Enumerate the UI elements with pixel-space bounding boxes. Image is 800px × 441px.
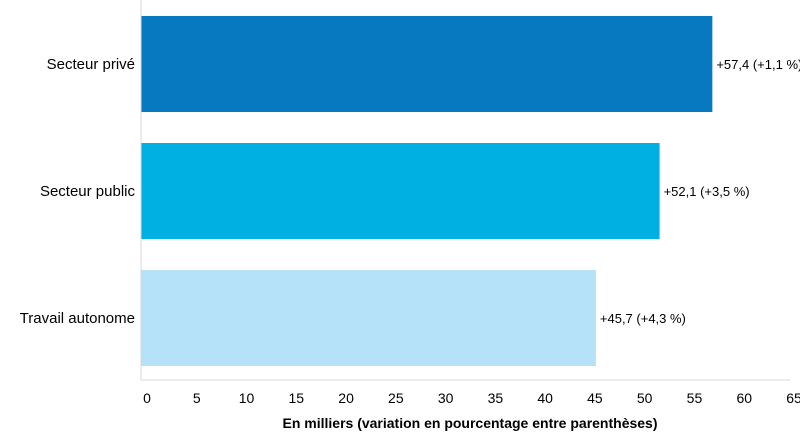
category-label: Travail autonome bbox=[20, 310, 135, 327]
x-tick-label: 60 bbox=[736, 390, 752, 406]
x-tick-label: 50 bbox=[637, 390, 653, 406]
category-label: Secteur public bbox=[40, 183, 136, 200]
x-tick-label: 15 bbox=[289, 390, 305, 406]
x-ticks: 0 5 10 15 20 25 30 35 40 45 50 55 60 65 bbox=[143, 390, 800, 406]
x-tick-label: 0 bbox=[143, 390, 151, 406]
x-tick-label: 35 bbox=[488, 390, 504, 406]
bar-2 bbox=[141, 143, 660, 239]
bar-1 bbox=[141, 16, 713, 112]
x-tick-label: 5 bbox=[193, 390, 201, 406]
data-label: +45,7 (+4,3 %) bbox=[600, 311, 686, 326]
x-tick-label: 65 bbox=[786, 390, 800, 406]
bars-layer: Secteur privé +57,4 (+1,1 %) Secteur publi… bbox=[20, 16, 800, 366]
bar-3 bbox=[141, 270, 596, 366]
x-axis-title: En milliers (variation en pourcentage en… bbox=[283, 415, 658, 431]
category-label: Secteur privé bbox=[47, 56, 135, 73]
x-tick-label: 40 bbox=[537, 390, 553, 406]
x-tick-label: 45 bbox=[587, 390, 603, 406]
data-label: +57,4 (+1,1 %) bbox=[716, 57, 800, 72]
x-tick-label: 55 bbox=[687, 390, 703, 406]
x-tick-label: 30 bbox=[438, 390, 454, 406]
data-label: +52,1 (+3,5 %) bbox=[664, 184, 750, 199]
x-tick-label: 25 bbox=[388, 390, 404, 406]
x-tick-label: 20 bbox=[338, 390, 354, 406]
x-tick-label: 10 bbox=[239, 390, 255, 406]
